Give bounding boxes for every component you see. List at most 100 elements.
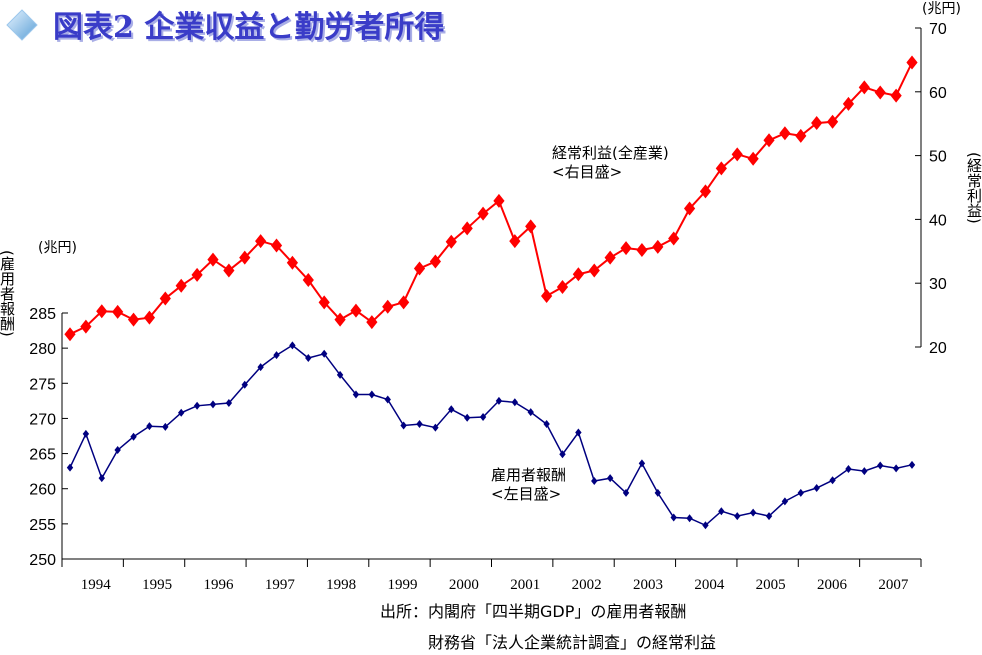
right-axis-tick-label: 70: [929, 21, 947, 38]
data-point: [638, 459, 646, 468]
data-point: [207, 252, 219, 267]
data-point: [241, 380, 248, 389]
data-point: [416, 420, 423, 429]
data-point: [509, 234, 521, 249]
data-point: [257, 363, 264, 372]
data-point: [146, 422, 153, 431]
right-axis-tick-label: 50: [929, 149, 947, 166]
right-axis-tick-label: 20: [929, 340, 947, 357]
data-point: [670, 513, 677, 522]
data-point: [826, 114, 839, 129]
x-axis-tick-label: 2004: [694, 577, 725, 593]
x-axis-tick-label: 2005: [756, 577, 786, 593]
series-wages: [66, 341, 916, 530]
data-point: [64, 327, 76, 342]
data-point: [223, 263, 235, 278]
right-axis-unit: (兆円): [922, 1, 961, 17]
data-point: [305, 353, 312, 362]
data-point: [763, 133, 775, 148]
data-point: [654, 488, 662, 497]
wages-annotation-line1: 雇用者報酬: [491, 466, 566, 484]
data-point: [556, 280, 569, 295]
data-point: [193, 401, 201, 410]
right-axis-tick-label: 40: [929, 212, 947, 229]
data-point: [811, 116, 823, 131]
wages-annotation-line2: <左目盛>: [491, 485, 561, 503]
right-axis: 20 30 40 50 60 70: [915, 21, 947, 357]
data-point: [765, 512, 773, 521]
data-point: [731, 147, 743, 162]
left-axis-tick-label: 260: [29, 482, 56, 499]
data-point: [845, 465, 852, 474]
right-axis-title: (経常利益): [965, 152, 982, 224]
data-point: [829, 476, 836, 485]
data-point: [477, 206, 489, 221]
data-point: [861, 467, 868, 476]
data-point: [588, 263, 600, 278]
title-shadow: 図表2 企業収益と勤労者所得: [55, 12, 446, 47]
data-point: [384, 395, 391, 404]
data-point: [400, 421, 407, 430]
profit-annotation-line2: <右目盛>: [552, 163, 622, 181]
data-point: [699, 184, 712, 199]
source-line-1: 出所：内閣府「四半期GDP」の雇用者報酬: [380, 602, 686, 621]
data-point: [541, 288, 553, 303]
data-point: [270, 238, 283, 253]
right-axis-tick-label: 30: [929, 276, 947, 293]
data-point: [525, 219, 537, 234]
data-point: [463, 413, 471, 422]
series-line: [69, 62, 913, 336]
data-point: [715, 161, 727, 176]
data-point: [892, 464, 900, 473]
data-point: [350, 303, 362, 318]
x-axis-tick-label: 2001: [510, 577, 540, 593]
left-axis-tick-label: 285: [29, 306, 56, 323]
data-point: [718, 507, 725, 516]
data-point: [606, 474, 614, 483]
data-point: [877, 461, 884, 470]
left-axis-title: (雇用者報酬): [0, 250, 16, 337]
left-axis-unit: (兆円): [38, 240, 77, 256]
data-point: [445, 234, 457, 249]
data-point: [572, 267, 584, 282]
data-point: [813, 484, 820, 493]
data-point: [320, 349, 328, 358]
x-axis-tick-label: 1998: [326, 577, 356, 593]
data-point: [591, 476, 598, 485]
data-point: [511, 398, 519, 407]
data-point: [368, 390, 376, 399]
data-point: [429, 254, 441, 269]
data-point: [559, 450, 566, 459]
data-point: [652, 239, 664, 254]
data-point: [906, 55, 918, 70]
data-point: [114, 446, 121, 455]
data-point: [543, 420, 550, 429]
x-axis-tick-label: 1996: [203, 577, 234, 593]
data-point: [80, 319, 92, 334]
data-point: [702, 521, 709, 530]
data-point: [382, 299, 394, 314]
x-axis-tick-label: 1997: [265, 577, 296, 593]
source-line-2: 財務省「法人企業統計調査」の経常利益: [428, 633, 716, 652]
left-axis-tick-label: 250: [29, 552, 56, 569]
data-point: [127, 312, 140, 327]
data-point: [747, 151, 759, 166]
title-text: 図表2 企業収益と勤労者所得: [53, 10, 444, 45]
profit-annotation-line1: 経常利益(全産業): [552, 144, 669, 162]
data-point: [209, 400, 217, 409]
data-point: [352, 390, 360, 399]
data-point: [334, 312, 346, 327]
data-point: [239, 250, 251, 265]
series-profit: [64, 55, 918, 342]
data-point: [318, 295, 330, 310]
left-axis-tick-label: 275: [29, 376, 56, 393]
data-point: [668, 231, 680, 246]
x-axis-tick-label: 2006: [817, 577, 848, 593]
data-point: [255, 234, 267, 249]
data-point: [686, 514, 693, 523]
data-point: [781, 497, 789, 506]
data-point: [461, 221, 473, 236]
left-axis-tick-label: 265: [29, 447, 56, 464]
x-axis-tick-label: 1999: [388, 577, 418, 593]
data-point: [159, 291, 171, 306]
